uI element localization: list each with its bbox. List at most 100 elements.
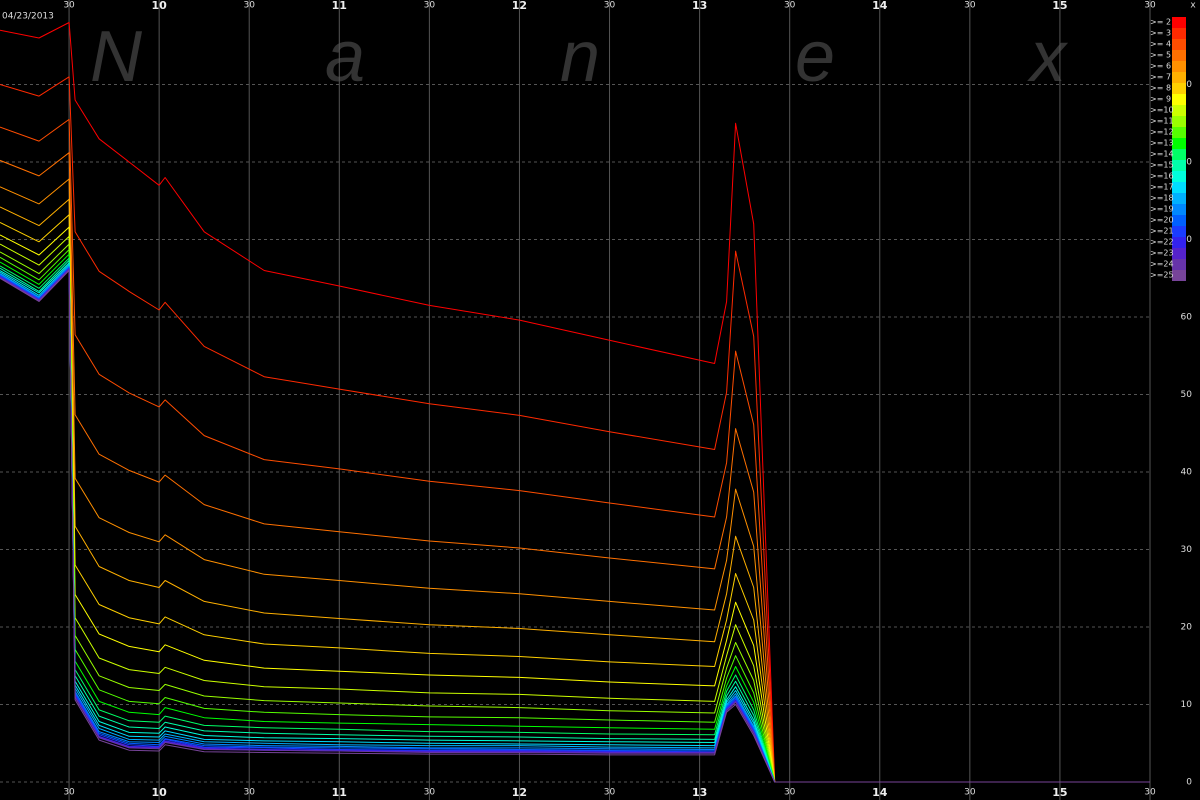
series-line [0, 118, 1150, 783]
legend-label: >=18 [1150, 194, 1174, 203]
series-line [0, 178, 1150, 783]
legend-label: >=10 [1150, 106, 1174, 115]
series-line [0, 214, 1150, 783]
x-tick-label-top: 30 [63, 1, 75, 11]
x-tick-label: 11 [332, 786, 347, 799]
legend-swatch [1172, 215, 1186, 226]
legend-swatch [1172, 226, 1186, 237]
legend-label: >=24 [1150, 260, 1174, 269]
x-tick-label-top: 13 [692, 0, 707, 12]
series-line [0, 265, 1150, 783]
series-line [0, 76, 1150, 783]
series-line [0, 249, 1150, 783]
legend-label: >=14 [1150, 150, 1174, 159]
x-tick-label-top: 30 [1144, 1, 1156, 11]
legend-swatch [1172, 248, 1186, 259]
x-tick-label-top: 14 [872, 0, 888, 12]
legend-swatch [1172, 270, 1186, 281]
legend-label: >= 7 [1150, 73, 1171, 82]
x-tick-label: 15 [1052, 786, 1067, 799]
legend-label: >= 2 [1150, 18, 1171, 27]
x-tick-label-top: 30 [604, 1, 616, 11]
watermark-letter: N [90, 17, 143, 97]
series-line [0, 22, 1150, 783]
legend-swatch [1172, 61, 1186, 72]
watermark-letter: x [1027, 17, 1069, 97]
legend-label: >= 6 [1150, 62, 1171, 71]
legend-swatch [1172, 94, 1186, 105]
legend-label: >= 3 [1150, 29, 1171, 38]
legend-label: >=16 [1150, 172, 1174, 181]
legend-label: >= 5 [1150, 51, 1171, 60]
series-line [0, 269, 1150, 783]
legend-label: >= 4 [1150, 40, 1171, 49]
x-tick-label: 10 [151, 786, 167, 799]
x-tick-label: 30 [63, 788, 75, 798]
series-line [0, 266, 1150, 783]
y-tick-label: 10 [1181, 700, 1193, 710]
y-tick-label: 50 [1181, 390, 1193, 400]
x-tick-label-top: 15 [1052, 0, 1067, 12]
legend-label: >= 9 [1150, 95, 1171, 104]
legend-swatch [1172, 28, 1186, 39]
legend-swatch [1172, 237, 1186, 248]
legend-swatch [1172, 39, 1186, 50]
x-tick-label-top: 30 [424, 1, 436, 11]
x-tick-label-top: 30 [964, 1, 976, 11]
series-line [0, 262, 1150, 783]
legend-label: >=17 [1150, 183, 1174, 192]
y-tick-label: 0 [1186, 778, 1192, 788]
legend-label: >=25 [1150, 271, 1174, 280]
legend-swatch [1172, 138, 1186, 149]
y-tick-label: 70 [1181, 235, 1193, 245]
x-tick-label: 13 [692, 786, 707, 799]
x-tick-label: 14 [872, 786, 888, 799]
legend-swatch [1172, 160, 1186, 171]
x-tick-label-top: 10 [151, 0, 167, 12]
legend-label: >=15 [1150, 161, 1174, 170]
grid [0, 0, 1151, 800]
legend-label: >=22 [1150, 238, 1174, 247]
series-line [0, 257, 1150, 783]
legend-label: >=11 [1150, 117, 1174, 126]
series-line [0, 152, 1150, 783]
legend-swatch [1172, 83, 1186, 94]
legend-swatch [1172, 105, 1186, 116]
watermark-letter: e [795, 17, 835, 97]
series-line [0, 226, 1150, 783]
y-tick-label: 80 [1181, 158, 1193, 168]
series-line [0, 266, 1150, 783]
legend-swatch [1172, 182, 1186, 193]
legend-swatch [1172, 259, 1186, 270]
x-tick-label-top: 30 [784, 1, 796, 11]
legend-swatch [1172, 17, 1186, 28]
legend-swatch [1172, 50, 1186, 61]
legend-label: >=12 [1150, 128, 1174, 137]
legend-label: >=19 [1150, 205, 1174, 214]
legend-swatch [1172, 72, 1186, 83]
x-tick-label-top: 11 [332, 0, 347, 12]
legend-swatch [1172, 149, 1186, 160]
series-line [0, 270, 1150, 783]
legend-swatch [1172, 127, 1186, 138]
x-tick-label: 30 [243, 788, 255, 798]
legend-label: >=20 [1150, 216, 1174, 225]
legend-swatch [1172, 204, 1186, 215]
y-tick-label: 90 [1181, 80, 1193, 90]
y-tick-label: 20 [1181, 623, 1193, 633]
x-tick-label-top: 30 [243, 1, 255, 11]
legend-swatch [1172, 116, 1186, 127]
series-line [0, 259, 1150, 783]
watermark-letter: a [325, 17, 365, 97]
legend-label: >=23 [1150, 249, 1174, 258]
plot-lines [0, 22, 1150, 783]
y-tick-label: 60 [1181, 313, 1193, 323]
x-tick-label: 30 [964, 788, 976, 798]
series-line [0, 198, 1150, 783]
x-tick-label: 30 [1144, 788, 1156, 798]
watermark-letter: n [560, 17, 600, 97]
close-button[interactable]: x [1190, 1, 1196, 11]
